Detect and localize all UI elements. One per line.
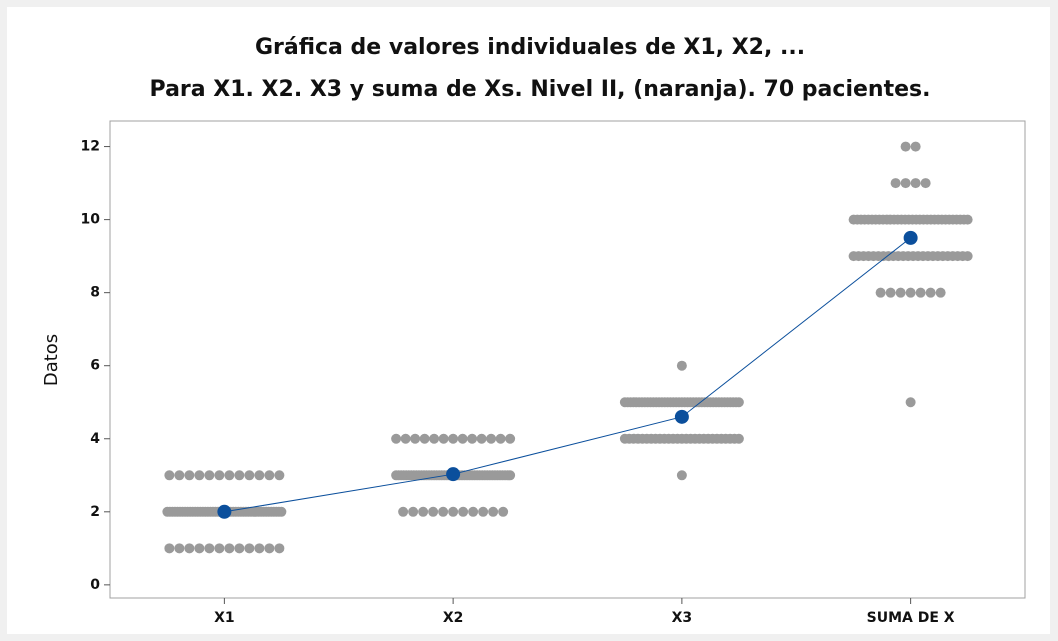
data-dot <box>920 178 931 189</box>
data-dot <box>457 433 468 444</box>
data-dot <box>935 287 946 298</box>
data-dot <box>244 543 255 554</box>
data-dot <box>915 287 926 298</box>
plot-area <box>109 120 1026 599</box>
data-dot <box>910 178 921 189</box>
data-dot <box>498 506 509 517</box>
data-dot <box>505 433 516 444</box>
data-dot <box>234 470 245 481</box>
data-dot <box>495 433 506 444</box>
data-dot <box>486 433 497 444</box>
data-dot <box>164 470 175 481</box>
data-dot <box>428 506 439 517</box>
data-dot <box>448 506 459 517</box>
data-dot <box>478 506 489 517</box>
y-axis-label: Datos <box>41 334 62 386</box>
data-dot <box>264 543 275 554</box>
data-dot <box>194 543 205 554</box>
data-dot <box>676 360 687 371</box>
x-tick-label: X2 <box>443 610 464 626</box>
data-dot <box>895 287 906 298</box>
data-dot <box>467 433 478 444</box>
data-dot <box>733 433 744 444</box>
y-tick-label: 6 <box>90 358 100 374</box>
mean-marker <box>446 467 461 482</box>
data-dot <box>458 506 469 517</box>
data-dot <box>204 470 215 481</box>
data-dot <box>254 470 265 481</box>
data-dot <box>733 397 744 408</box>
data-dot <box>429 433 440 444</box>
data-dot <box>398 506 409 517</box>
data-dot <box>184 543 195 554</box>
data-dot <box>224 470 235 481</box>
data-dot <box>391 433 402 444</box>
data-dot <box>910 141 921 152</box>
data-dot <box>419 433 430 444</box>
x-tick-label: X1 <box>214 610 235 626</box>
data-dot <box>214 543 225 554</box>
y-tick-label: 10 <box>81 212 101 228</box>
mean-marker <box>217 504 232 519</box>
data-dot <box>900 141 911 152</box>
y-tick-label: 8 <box>90 285 100 301</box>
data-dot <box>254 543 265 554</box>
x-tick-label: X3 <box>672 610 693 626</box>
data-dot <box>204 543 215 554</box>
data-dot <box>905 397 916 408</box>
mean-marker <box>903 230 918 245</box>
data-dot <box>875 287 886 298</box>
data-dot <box>962 251 973 262</box>
data-dot <box>900 178 911 189</box>
data-dot <box>962 214 973 225</box>
data-dot <box>400 433 411 444</box>
x-tick-label: SUMA DE X <box>867 610 955 626</box>
data-dot <box>905 287 916 298</box>
data-dot <box>184 470 195 481</box>
data-dot <box>244 470 255 481</box>
data-dot <box>214 470 225 481</box>
y-tick-label: 2 <box>90 504 100 520</box>
data-dot <box>925 287 936 298</box>
data-dot <box>194 470 205 481</box>
data-dot <box>438 506 449 517</box>
data-dot <box>408 506 419 517</box>
data-dot <box>890 178 901 189</box>
data-dot <box>276 506 287 517</box>
data-dot <box>174 543 185 554</box>
chart-subtitle: Para X1. X2. X3 y suma de Xs. Nivel II, … <box>150 77 931 102</box>
data-dot <box>234 543 245 554</box>
y-tick-label: 12 <box>81 139 100 155</box>
data-dot <box>274 543 285 554</box>
data-dot <box>505 470 516 481</box>
data-dot <box>274 470 285 481</box>
data-dot <box>438 433 449 444</box>
data-dot <box>174 470 185 481</box>
data-dot <box>410 433 421 444</box>
data-dot <box>476 433 487 444</box>
data-dot <box>468 506 479 517</box>
mean-line <box>224 237 911 513</box>
data-dot <box>488 506 499 517</box>
data-dot <box>264 470 275 481</box>
mean-marker <box>674 409 689 424</box>
data-dot <box>224 543 235 554</box>
data-dot <box>448 433 459 444</box>
data-dot <box>885 287 896 298</box>
data-dot <box>164 543 175 554</box>
chart-title: Gráfica de valores individuales de X1, X… <box>255 35 805 60</box>
data-dot <box>418 506 429 517</box>
data-dot <box>676 470 687 481</box>
y-tick-label: 0 <box>90 577 100 593</box>
y-tick-label: 4 <box>90 431 100 447</box>
